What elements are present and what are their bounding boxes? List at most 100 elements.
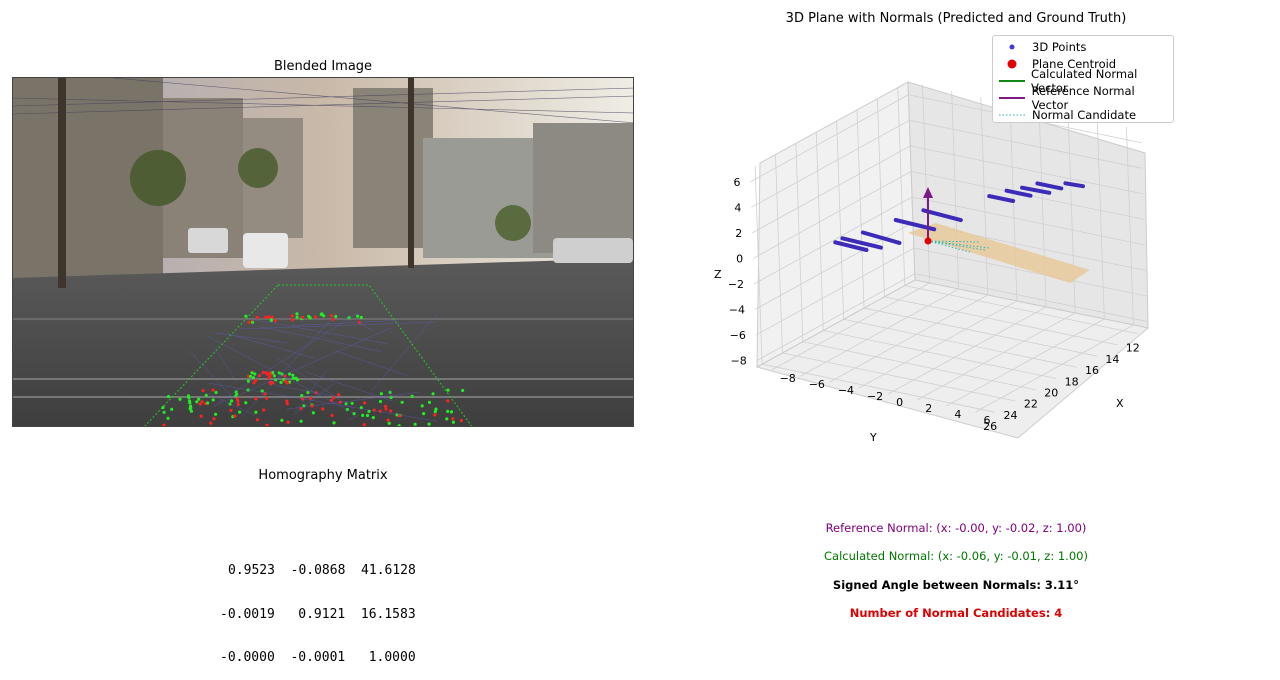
feature-point	[420, 404, 424, 408]
feature-point	[363, 401, 367, 405]
feature-point	[251, 320, 255, 324]
feature-point	[286, 420, 290, 424]
feature-point	[446, 399, 450, 403]
match-line	[217, 313, 358, 404]
feature-point	[265, 372, 269, 376]
feature-point	[268, 381, 272, 385]
feature-point	[253, 372, 257, 376]
plane-surface	[908, 223, 1090, 283]
feature-point	[331, 317, 335, 321]
feature-point	[309, 396, 313, 400]
match-line	[208, 393, 255, 416]
feature-point	[372, 408, 376, 412]
grid-line	[775, 154, 783, 353]
homography-row: -0.0019 0.9121 16.1583	[220, 606, 416, 622]
match-line	[226, 333, 316, 359]
grid-line	[951, 90, 960, 290]
x-tick-label: −4	[838, 384, 854, 397]
feature-point	[267, 376, 271, 380]
grid-line	[815, 132, 824, 331]
grid-line	[756, 273, 915, 361]
feature-point	[188, 401, 192, 405]
feature-point	[294, 376, 298, 380]
feature-point	[330, 413, 334, 417]
feature-point	[433, 410, 437, 414]
feature-point	[445, 417, 449, 421]
feature-point	[422, 412, 426, 416]
feature-points	[161, 312, 465, 426]
feature-point	[212, 417, 216, 421]
feature-point	[254, 410, 258, 414]
feature-point	[235, 397, 239, 401]
calculated-normal-text: Calculated Normal: (x: -0.06, y: -0.01, …	[824, 549, 1088, 563]
feature-point	[383, 404, 388, 408]
feature-point	[230, 399, 234, 403]
legend-swatch	[1009, 44, 1015, 50]
feature-point	[388, 390, 392, 394]
grid-line	[1096, 120, 1105, 320]
feature-point	[252, 381, 256, 385]
grid-line	[762, 363, 996, 413]
legend-label: Normal Candidate	[1032, 108, 1137, 122]
feature-point	[446, 409, 450, 413]
match-line	[294, 369, 328, 413]
feature-point	[299, 419, 303, 423]
feature-point	[367, 409, 371, 413]
legend-swatch	[999, 114, 1025, 116]
feature-point	[387, 421, 391, 425]
legend-item: 3D Points	[993, 39, 1086, 55]
point-stroke	[1020, 185, 1052, 195]
point-strokes	[833, 181, 1085, 252]
feature-point	[170, 407, 174, 411]
feature-point	[413, 422, 417, 426]
feature-point	[166, 416, 170, 420]
feature-point	[427, 400, 432, 404]
feature-point	[285, 399, 289, 403]
grid-line	[795, 143, 804, 342]
x-tick-label: 2	[925, 402, 932, 415]
street-scene	[13, 78, 633, 426]
blended-street-image	[12, 77, 634, 427]
match-line	[275, 357, 355, 410]
power-lines	[13, 78, 633, 124]
point-stroke	[1035, 181, 1064, 191]
feature-point	[395, 413, 399, 417]
z-tick-label: −4	[729, 304, 745, 317]
z-axis-label: Z	[714, 268, 722, 281]
feature-point	[189, 406, 193, 410]
feature-point	[332, 396, 336, 400]
legend-item: Reference Normal Vector	[993, 84, 1173, 112]
point-stroke	[840, 236, 883, 250]
match-line	[207, 336, 356, 415]
signed-angle-text: Signed Angle between Normals: 3.11°	[832, 578, 1080, 592]
feature-point	[272, 374, 276, 378]
match-line	[305, 371, 394, 402]
legend-item: Plane Centroid	[993, 56, 1116, 72]
grid-line	[911, 196, 1146, 246]
feature-point	[214, 390, 218, 395]
feature-point	[269, 318, 273, 322]
feature-point	[161, 405, 165, 410]
grid-line	[754, 166, 763, 365]
feature-point	[262, 408, 266, 412]
feature-point	[250, 371, 254, 375]
feature-point	[329, 399, 333, 403]
feature-point	[359, 315, 363, 320]
legend-label: Plane Centroid	[1032, 57, 1117, 71]
feature-point	[162, 410, 166, 414]
grid-lines	[750, 84, 1148, 413]
plane-centroid	[924, 237, 932, 245]
match-line	[275, 385, 333, 396]
x-tick-label: −8	[780, 372, 796, 385]
feature-point	[313, 315, 317, 319]
match-line	[213, 327, 392, 407]
feature-point	[236, 399, 240, 403]
feature-point	[197, 397, 201, 401]
feature-point	[451, 420, 455, 424]
legend-marker	[1007, 59, 1017, 69]
z-tick-label: −6	[730, 329, 746, 342]
feature-point	[449, 410, 454, 414]
feature-point	[322, 314, 326, 318]
feature-point	[254, 397, 258, 401]
grid-line	[856, 110, 865, 309]
